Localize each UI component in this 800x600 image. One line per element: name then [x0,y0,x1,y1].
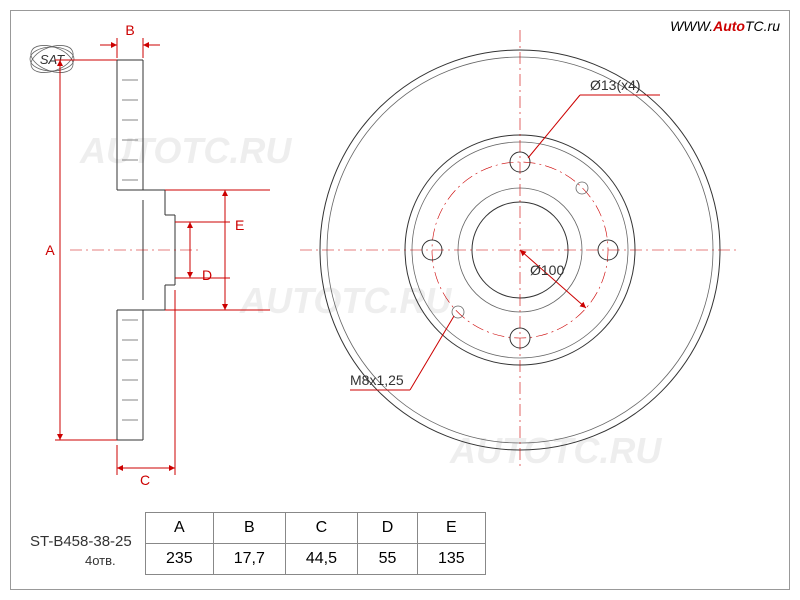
dim-b: B [100,22,160,58]
table-header: D [357,513,417,544]
callout-pcd: Ø100 [520,250,586,308]
table-cell: 44,5 [285,544,357,575]
dim-d: D [175,222,230,283]
table-header: C [285,513,357,544]
svg-text:Ø100: Ø100 [530,262,564,278]
table-cell: 55 [357,544,417,575]
table-header: E [417,513,485,544]
table-cell: 17,7 [213,544,285,575]
dimensions-table: A B C D E 235 17,7 44,5 55 135 [145,512,486,575]
part-number: ST-B458-38-25 [30,533,132,550]
table-row: 235 17,7 44,5 55 135 [146,544,486,575]
table-header: B [213,513,285,544]
table-header: A [146,513,214,544]
svg-text:D: D [202,267,212,283]
svg-text:M8x1,25: M8x1,25 [350,372,404,388]
svg-text:E: E [235,217,244,233]
callout-thread: M8x1,25 [350,316,454,390]
table-row: A B C D E [146,513,486,544]
svg-text:B: B [125,22,134,38]
table-cell: 235 [146,544,214,575]
hole-count-note: 4отв. [85,553,116,568]
table-cell: 135 [417,544,485,575]
side-view [70,60,200,440]
svg-text:A: A [45,242,55,258]
svg-text:Ø13(x4): Ø13(x4) [590,77,641,93]
svg-text:C: C [140,472,150,488]
drawing-canvas: A B C D E [0,0,800,600]
